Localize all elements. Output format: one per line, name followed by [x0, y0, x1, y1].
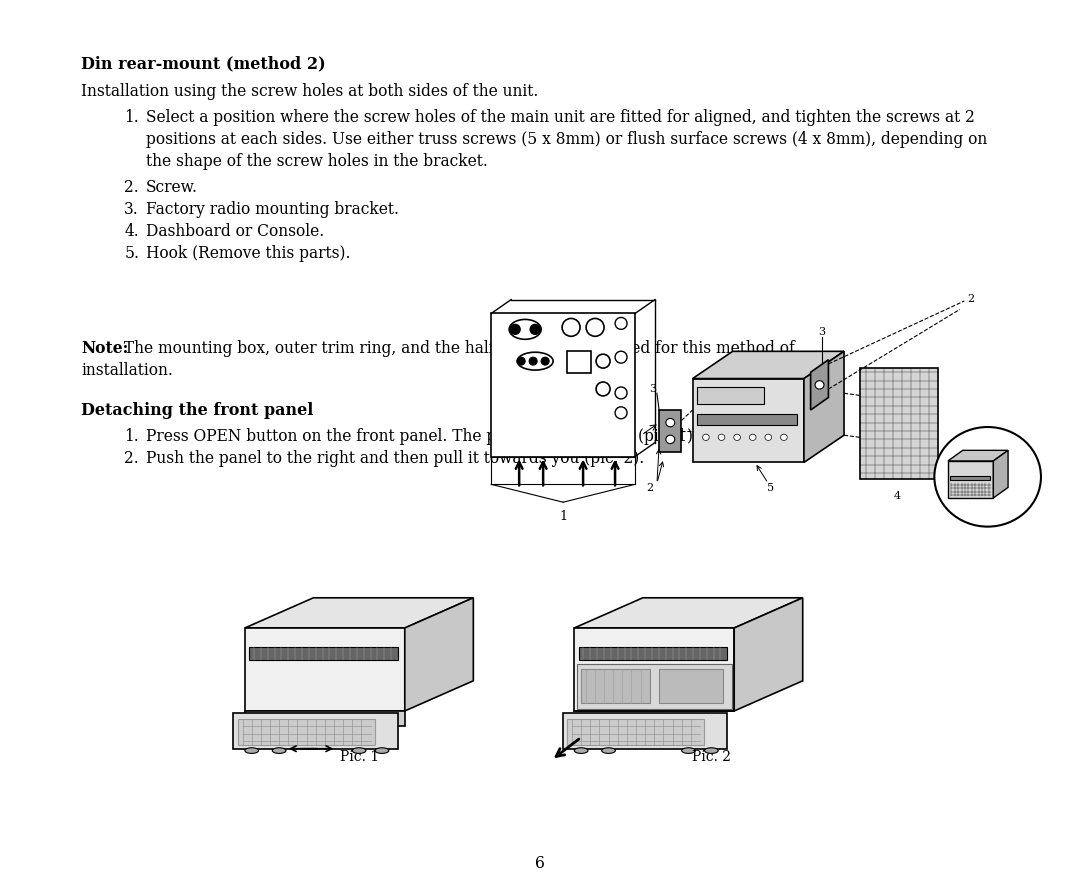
Text: 2: 2 — [647, 483, 653, 493]
Bar — [697, 414, 797, 425]
Circle shape — [529, 357, 537, 366]
Ellipse shape — [509, 320, 541, 339]
Text: 5.: 5. — [124, 245, 139, 262]
Bar — [567, 351, 591, 373]
Ellipse shape — [375, 748, 389, 753]
Text: Factory radio mounting bracket.: Factory radio mounting bracket. — [146, 201, 399, 218]
Polygon shape — [245, 711, 405, 726]
Text: positions at each sides. Use either truss screws (5 x 8mm) or flush surface scre: positions at each sides. Use either trus… — [146, 131, 987, 148]
Ellipse shape — [575, 748, 588, 753]
Circle shape — [616, 318, 627, 329]
Text: Dashboard or Console.: Dashboard or Console. — [146, 223, 324, 240]
Polygon shape — [734, 598, 802, 711]
Polygon shape — [804, 351, 845, 463]
Polygon shape — [860, 368, 937, 479]
Circle shape — [586, 319, 604, 336]
Text: 6: 6 — [535, 855, 545, 872]
Polygon shape — [692, 351, 845, 379]
Text: Pic. 2: Pic. 2 — [692, 750, 731, 764]
Circle shape — [718, 434, 725, 441]
Polygon shape — [811, 359, 828, 410]
Polygon shape — [575, 628, 734, 711]
Text: Select a position where the screw holes of the main unit are fitted for aligned,: Select a position where the screw holes … — [146, 109, 974, 126]
Polygon shape — [692, 379, 804, 463]
Bar — [697, 387, 764, 404]
Bar — [238, 719, 375, 745]
Text: 3: 3 — [649, 384, 656, 394]
Ellipse shape — [704, 748, 718, 753]
Text: 3: 3 — [819, 328, 825, 337]
Text: installation.: installation. — [81, 362, 173, 379]
Circle shape — [733, 434, 741, 441]
Text: 2.: 2. — [124, 179, 139, 196]
Circle shape — [616, 351, 627, 363]
Bar — [950, 476, 990, 480]
Text: Push the panel to the right and then pull it towards you (pic. 2).: Push the panel to the right and then pul… — [146, 450, 644, 467]
Circle shape — [781, 434, 787, 441]
Text: 2.: 2. — [124, 450, 139, 467]
Text: 1.: 1. — [124, 109, 139, 126]
Polygon shape — [577, 664, 732, 709]
Polygon shape — [245, 628, 405, 711]
Text: 4: 4 — [894, 491, 901, 501]
Circle shape — [541, 357, 549, 366]
Text: Press OPEN button on the front panel. The panel will go down (pic. 1).: Press OPEN button on the front panel. Th… — [146, 428, 698, 445]
Circle shape — [665, 435, 675, 443]
Polygon shape — [948, 461, 994, 498]
Polygon shape — [563, 713, 727, 749]
Text: 4.: 4. — [124, 223, 139, 240]
Ellipse shape — [602, 748, 616, 753]
Text: 2: 2 — [968, 294, 974, 304]
Text: Pic. 1: Pic. 1 — [339, 750, 379, 764]
Circle shape — [765, 434, 771, 441]
Bar — [659, 669, 723, 704]
Ellipse shape — [681, 748, 696, 753]
Text: Detaching the front panel: Detaching the front panel — [81, 402, 313, 419]
Text: Screw.: Screw. — [146, 179, 198, 196]
Ellipse shape — [272, 748, 286, 753]
Polygon shape — [994, 450, 1008, 498]
Text: Installation using the screw holes at both sides of the unit.: Installation using the screw holes at bo… — [81, 83, 538, 100]
Text: 1.: 1. — [124, 428, 139, 445]
Text: Hook (Remove this parts).: Hook (Remove this parts). — [146, 245, 350, 262]
Bar — [581, 669, 650, 704]
Circle shape — [750, 434, 756, 441]
Circle shape — [665, 419, 675, 426]
Text: Note:: Note: — [81, 340, 129, 357]
Polygon shape — [575, 598, 802, 628]
Text: 5: 5 — [767, 483, 774, 493]
Text: The mounting box, outer trim ring, and the half-sleeve are not used for this met: The mounting box, outer trim ring, and t… — [119, 340, 795, 357]
Text: 1: 1 — [559, 510, 567, 523]
Bar — [491, 313, 635, 457]
Polygon shape — [659, 410, 681, 452]
Circle shape — [596, 354, 610, 368]
Circle shape — [815, 381, 824, 389]
Bar — [579, 647, 727, 660]
Bar — [567, 719, 704, 745]
Circle shape — [517, 357, 525, 366]
Circle shape — [934, 427, 1041, 526]
Polygon shape — [245, 598, 473, 628]
Polygon shape — [948, 450, 1008, 461]
Circle shape — [616, 407, 627, 419]
Polygon shape — [405, 598, 473, 711]
Text: 3.: 3. — [124, 201, 139, 218]
Text: Din rear-mount (method 2): Din rear-mount (method 2) — [81, 55, 326, 72]
Ellipse shape — [245, 748, 258, 753]
Circle shape — [510, 324, 521, 335]
Circle shape — [562, 319, 580, 336]
Ellipse shape — [517, 352, 553, 370]
Circle shape — [616, 387, 627, 399]
Ellipse shape — [352, 748, 366, 753]
Text: the shape of the screw holes in the bracket.: the shape of the screw holes in the brac… — [146, 153, 488, 170]
Circle shape — [703, 434, 710, 441]
Circle shape — [596, 382, 610, 396]
Bar — [249, 647, 397, 660]
Circle shape — [530, 324, 540, 335]
Polygon shape — [233, 713, 397, 749]
